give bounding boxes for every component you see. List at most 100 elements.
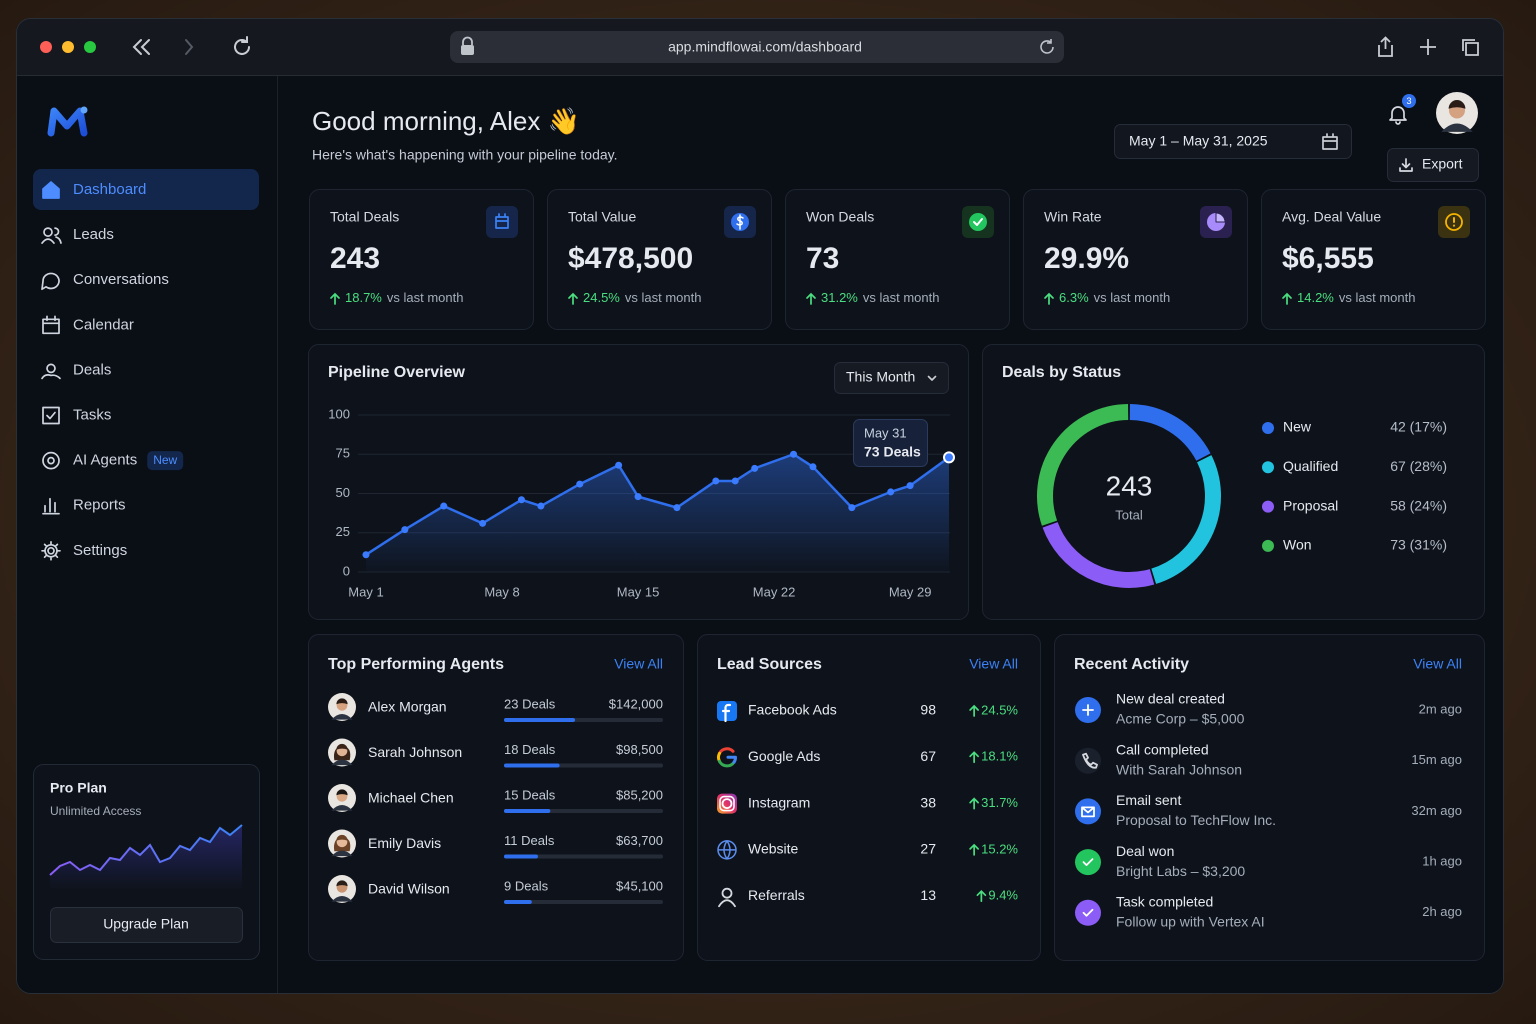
nav-item[interactable]: Conversations (73, 271, 169, 288)
nav-item[interactable]: Reports (73, 497, 126, 514)
activity-title: New deal created (1116, 691, 1225, 707)
y-tick-label: 25 (336, 524, 350, 539)
kpi-change-value: 24.5% (583, 290, 620, 305)
activity-detail: Acme Corp – $5,000 (1116, 711, 1245, 727)
address-bar[interactable] (450, 31, 1064, 63)
activity-icon (1075, 899, 1101, 926)
source-change: 31.7% (981, 795, 1018, 810)
plan-sparkline-area (50, 825, 242, 890)
data-point (712, 477, 720, 485)
activity-time: 1h ago (1422, 854, 1462, 869)
avatar-body (331, 850, 353, 857)
progress-bar (504, 854, 538, 859)
nav-icon (41, 363, 61, 380)
avatar-body (331, 805, 353, 811)
icon-shape (718, 887, 736, 908)
forward-button[interactable] (185, 39, 194, 55)
area-fill (366, 454, 949, 572)
nav-icon (42, 315, 60, 335)
minimize-button[interactable] (62, 41, 74, 53)
icon-shape (1081, 806, 1095, 818)
legend-label: Proposal (1283, 497, 1338, 513)
nav-item[interactable]: Dashboard (73, 181, 146, 198)
upgrade-button-text[interactable]: Upgrade Plan (103, 916, 189, 932)
icon-shape (42, 315, 60, 335)
donut-segment (1042, 521, 1155, 588)
tooltip-value: 73 Deals (864, 444, 921, 460)
nav-icon (42, 497, 60, 515)
panel-title: Top Performing Agents (328, 656, 504, 673)
source-name: Instagram (748, 794, 810, 810)
source-name: Facebook Ads (748, 702, 837, 718)
icon-shape (717, 840, 737, 860)
nav-item[interactable]: AI Agents (73, 452, 137, 469)
data-point (401, 526, 409, 534)
kpi-change: 31.2% vs last month (821, 290, 939, 305)
reload-button[interactable] (234, 36, 250, 55)
legend-swatch (1262, 422, 1274, 434)
plan-title: Pro Plan (50, 780, 107, 796)
source-icon (717, 793, 737, 814)
maximize-button[interactable] (84, 41, 96, 53)
logo[interactable] (47, 107, 88, 137)
up-arrow (330, 292, 340, 305)
view-all-link[interactable]: View All (1413, 656, 1462, 672)
donut-segment (1037, 404, 1129, 526)
icon-shape (721, 798, 733, 809)
legend-swatch (1262, 500, 1274, 513)
notification-badge (1402, 94, 1416, 108)
activity-time: 2h ago (1422, 904, 1462, 919)
legend-value: 58 (24%) (1390, 497, 1447, 513)
icon-shape (1389, 106, 1407, 125)
view-all-link[interactable]: View All (969, 656, 1018, 672)
nav-item[interactable]: Deals (73, 361, 111, 378)
agent-amount: $98,500 (616, 742, 663, 757)
icon-shape (1082, 908, 1094, 917)
kpi-change-note: vs last month (863, 290, 940, 305)
nav-item[interactable]: Settings (73, 542, 127, 559)
icon-shape (726, 755, 737, 764)
avatar-body (331, 759, 353, 766)
icon-shape (1399, 158, 1413, 172)
source-name: Referrals (748, 887, 805, 903)
kpi-change-value: 6.3% (1059, 290, 1089, 305)
legend-label: Qualified (1283, 458, 1338, 474)
icon-shape (1082, 704, 1094, 716)
agent-deals: 18 Deals (504, 742, 556, 757)
dropdown-chevron (927, 375, 937, 381)
period-dropdown[interactable] (834, 362, 949, 394)
logo-dot (80, 106, 88, 114)
nav-active-bg (33, 169, 259, 210)
icon-shape (1075, 747, 1101, 774)
agent-name: David Wilson (368, 881, 450, 897)
kpi-value: 29.9% (1044, 242, 1129, 275)
back-button[interactable] (132, 39, 150, 55)
export-text[interactable]: Export (1422, 156, 1463, 172)
new-tab-button[interactable] (1420, 39, 1436, 55)
date-picker[interactable] (1114, 124, 1352, 159)
export-button[interactable] (1387, 148, 1479, 182)
activity-detail: Bright Labs – $3,200 (1116, 863, 1245, 879)
tabs-button[interactable] (1462, 39, 1479, 56)
panel-title: Recent Activity (1074, 656, 1189, 673)
nav-item[interactable]: Tasks (73, 406, 111, 423)
kpi-card (1261, 189, 1486, 330)
kpi-change: 18.7% vs last month (345, 290, 463, 305)
address-reload[interactable] (1040, 39, 1054, 54)
nav-item[interactable]: Leads (73, 226, 114, 243)
data-point (634, 493, 642, 501)
avatar-hair-top (1448, 99, 1466, 109)
period-dropdown-text[interactable]: This Month (846, 369, 915, 385)
agent-name: Alex Morgan (368, 699, 447, 715)
kpi-change-value: 18.7% (345, 290, 382, 305)
view-all-link[interactable]: View All (614, 656, 663, 672)
data-point (517, 496, 525, 504)
up-arrow (568, 292, 578, 305)
kpi-value: $6,555 (1282, 242, 1374, 275)
nav-badge-text: New (153, 453, 177, 467)
agent-name: Sarah Johnson (368, 744, 462, 760)
upgrade-button[interactable] (50, 907, 243, 943)
share-button[interactable] (1378, 36, 1393, 57)
close-button[interactable] (40, 41, 52, 53)
nav-item[interactable]: Calendar (73, 316, 134, 333)
